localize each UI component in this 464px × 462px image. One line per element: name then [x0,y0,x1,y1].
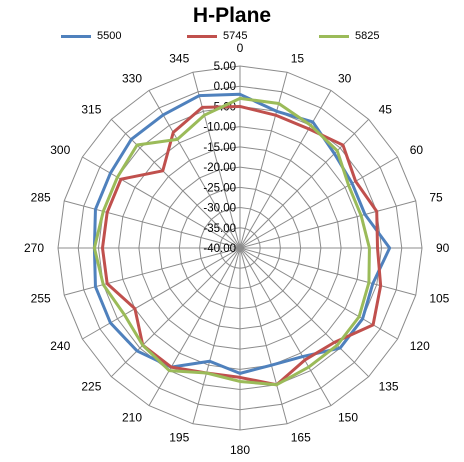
angle-tick-label: 240 [50,339,70,353]
grid-spoke [239,247,288,424]
grid-spoke [239,90,332,249]
series-line-5500 [92,92,392,375]
legend-label-5745: 5745 [223,30,248,42]
grid-spoke [239,247,370,378]
series-line-5825 [92,96,371,387]
angle-tick-label: 315 [81,102,101,116]
radial-tick-label: -20.00 [203,162,236,174]
grid-spoke [192,247,241,424]
angle-tick-label: 0 [237,41,244,55]
legend: 5500 5745 5825 [0,28,464,44]
angle-tick-label: 30 [338,71,352,85]
legend-swatch-5745 [187,34,217,38]
radial-tick-label: -25.00 [203,182,236,194]
grid-spoke [239,200,416,249]
radial-tick-label: -40.00 [203,243,236,255]
radial-tick-label: -30.00 [203,203,236,215]
angle-tick-label: 45 [379,102,393,116]
radial-tick-label: 5.00 [214,61,236,73]
angle-tick-label: 210 [122,411,142,425]
legend-item-5825: 5825 [319,28,379,44]
grid-spoke [148,90,241,249]
angle-tick-label: 345 [169,52,189,66]
angle-tick-label: 90 [436,241,450,255]
grid-spoke [239,72,288,249]
grid-spoke [192,72,241,249]
angle-tick-label: 270 [24,241,44,255]
grid-spoke [239,247,332,406]
angle-tick-label: 225 [81,380,101,394]
grid-spoke [239,247,416,296]
angle-tick-label: 165 [291,430,311,444]
angle-tick-label: 255 [31,292,51,306]
grid-spoke [148,247,241,406]
radial-tick-label: -15.00 [203,142,236,154]
angle-tick-label: 330 [122,71,142,85]
legend-item-5745: 5745 [187,28,247,44]
angle-tick-label: 285 [31,190,51,204]
angle-tick-label: 75 [429,190,443,204]
angle-tick-label: 15 [291,52,305,66]
angle-tick-label: 135 [379,380,399,394]
radial-tick-label: 0.00 [214,81,236,93]
legend-swatch-5825 [319,34,349,38]
legend-item-5500: 5500 [61,28,121,44]
chart-title: H-Plane [192,4,272,27]
radar-spokes [58,66,422,430]
radial-tick-label: -10.00 [203,122,236,134]
angle-tick-label: 105 [429,292,449,306]
angle-tick-label: 120 [410,339,430,353]
legend-label-5500: 5500 [97,30,122,42]
grid-spoke [82,247,241,340]
series-line-5745 [100,104,383,387]
angle-tick-label: 180 [230,443,250,457]
angle-tick-label: 150 [338,411,358,425]
grid-spoke [82,156,241,249]
angle-tick-label: 195 [169,430,189,444]
angle-tick-label: 300 [50,143,70,157]
grid-spoke [64,247,241,296]
grid-spoke [64,200,241,249]
grid-spoke [239,118,370,249]
angle-tick-label: 60 [410,143,424,157]
radial-tick-label: -35.00 [203,223,236,235]
grid-spoke [239,247,398,340]
angle-tick-labels: 0 15 30 45 60 75 90 105 120 135 150 165 180 195 210 225… [24,41,450,457]
grid-spoke [239,156,398,249]
grid-spoke [110,118,241,249]
series-lines [92,92,392,387]
legend-label-5825: 5825 [355,30,380,42]
grid-spoke [110,247,241,378]
legend-swatch-5500 [61,34,91,38]
